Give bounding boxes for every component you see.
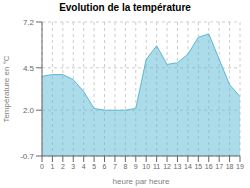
svg-text:9: 9	[134, 163, 138, 170]
svg-text:7.2: 7.2	[23, 18, 35, 27]
svg-text:2: 2	[61, 163, 65, 170]
svg-text:7: 7	[113, 163, 117, 170]
svg-text:5: 5	[92, 163, 96, 170]
svg-text:13: 13	[174, 163, 182, 170]
svg-text:11: 11	[153, 163, 160, 170]
svg-text:2.0: 2.0	[23, 106, 35, 115]
html-text:Evolution de la température: Evolution de la température	[59, 2, 191, 13]
svg-text:Température en °C: Température en °C	[8, 55, 11, 122]
svg-text:16: 16	[205, 163, 213, 170]
svg-text:17: 17	[215, 163, 223, 170]
svg-text:0: 0	[40, 163, 44, 170]
svg-text:3: 3	[71, 163, 75, 170]
svg-text:-0.7: -0.7	[20, 152, 34, 161]
svg-text:4.5: 4.5	[23, 64, 35, 73]
svg-text:10: 10	[142, 163, 150, 170]
svg-text:4: 4	[82, 163, 86, 170]
svg-text:19: 19	[236, 163, 242, 170]
svg-text:8: 8	[123, 163, 127, 170]
svg-text:1: 1	[50, 163, 54, 170]
svg-text:18: 18	[226, 163, 234, 170]
svg-text:6: 6	[103, 163, 107, 170]
svg-text:15: 15	[194, 163, 202, 170]
svg-text:14: 14	[184, 163, 192, 170]
svg-text:12: 12	[163, 163, 171, 170]
svg-text:heure par heure: heure par heure	[113, 177, 170, 186]
